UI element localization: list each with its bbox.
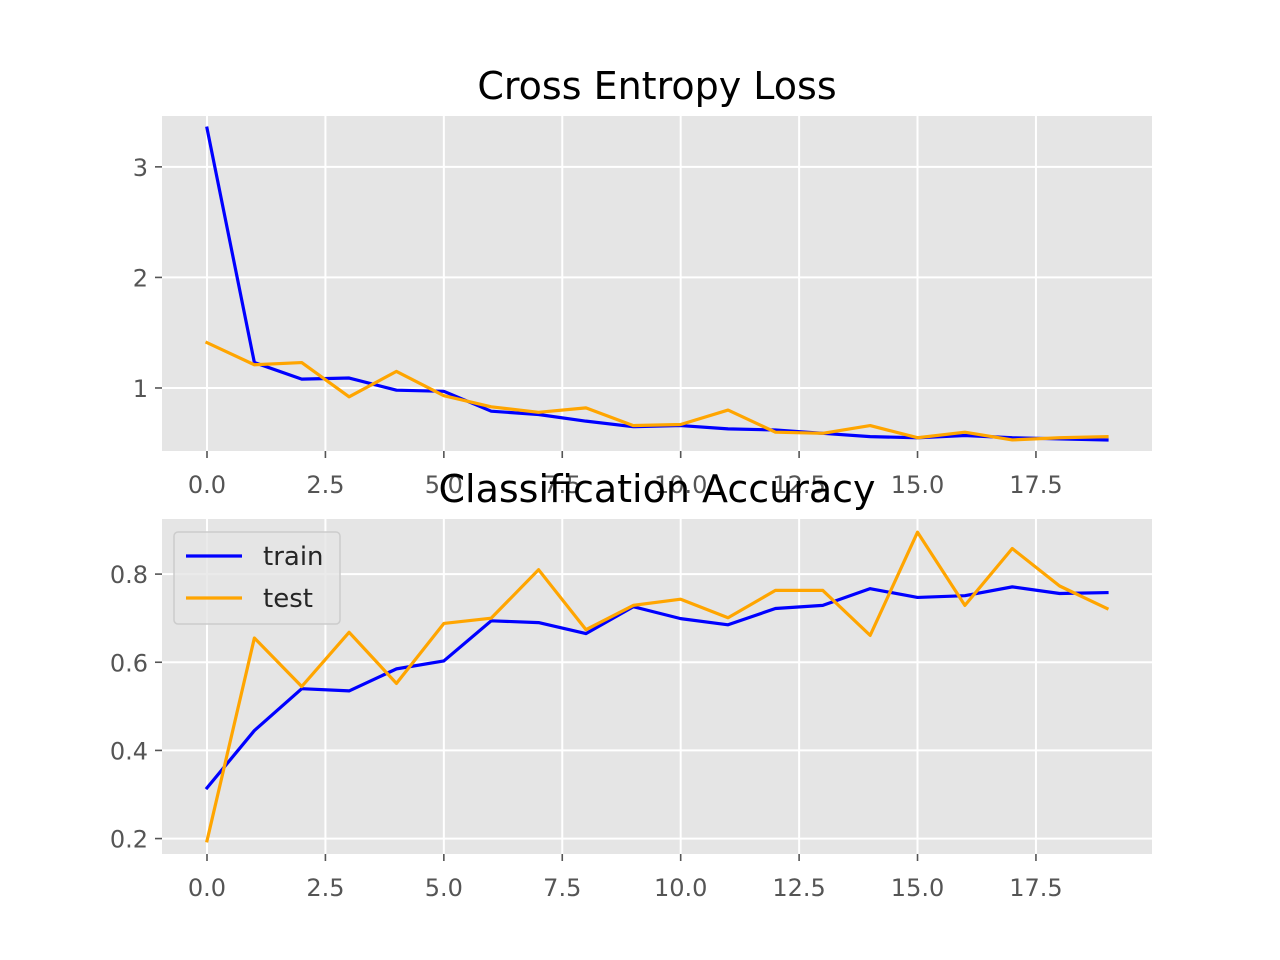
loss-test-line [204, 340, 1109, 442]
loss-plot-area [162, 116, 1152, 451]
accuracy-test-line [205, 530, 1110, 843]
y-tick-label: 1 [133, 375, 148, 403]
x-tick-label: 7.5 [543, 471, 581, 499]
loss-chart-title: Cross Entropy Loss [477, 64, 836, 108]
x-tick-label: 17.5 [1009, 471, 1062, 499]
accuracy-subplot: 0.0 2.5 5.0 7.5 10.0 12.5 15.0 17.5 0.2 0.4 0.6 0.8… [110, 467, 1152, 902]
x-tick-label: 5.0 [425, 874, 463, 902]
x-tick-label: 5.0 [425, 471, 463, 499]
legend-label-test: test [263, 584, 313, 614]
y-tick-label: 0.4 [110, 737, 148, 765]
x-tick-label: 7.5 [543, 874, 581, 902]
x-tick-label: 10.0 [654, 471, 707, 499]
x-tick-label: 12.5 [772, 874, 825, 902]
y-tick-label: 0.6 [110, 649, 148, 677]
y-tick-label: 0.2 [110, 826, 148, 854]
y-tick-label: 2 [133, 264, 148, 292]
x-tick-label: 0.0 [188, 471, 226, 499]
x-tick-label: 2.5 [306, 471, 344, 499]
loss-subplot: 0.0 2.5 5.0 7.5 10.0 12.5 15.0 17.5 1 2 3 Cross Ent… [133, 64, 1152, 499]
x-tick-label: 12.5 [772, 471, 825, 499]
y-tick-label: 0.8 [110, 561, 148, 589]
accuracy-chart-title: Classification Accuracy [439, 467, 876, 511]
legend: train test [173, 531, 341, 625]
legend-label-train: train [263, 542, 324, 572]
y-tick-label: 3 [133, 154, 148, 182]
x-tick-label: 10.0 [654, 874, 707, 902]
x-tick-label: 15.0 [891, 471, 944, 499]
x-tick-label: 0.0 [188, 874, 226, 902]
x-tick-label: 17.5 [1009, 874, 1062, 902]
x-tick-label: 15.0 [891, 874, 944, 902]
x-tick-label: 2.5 [306, 874, 344, 902]
